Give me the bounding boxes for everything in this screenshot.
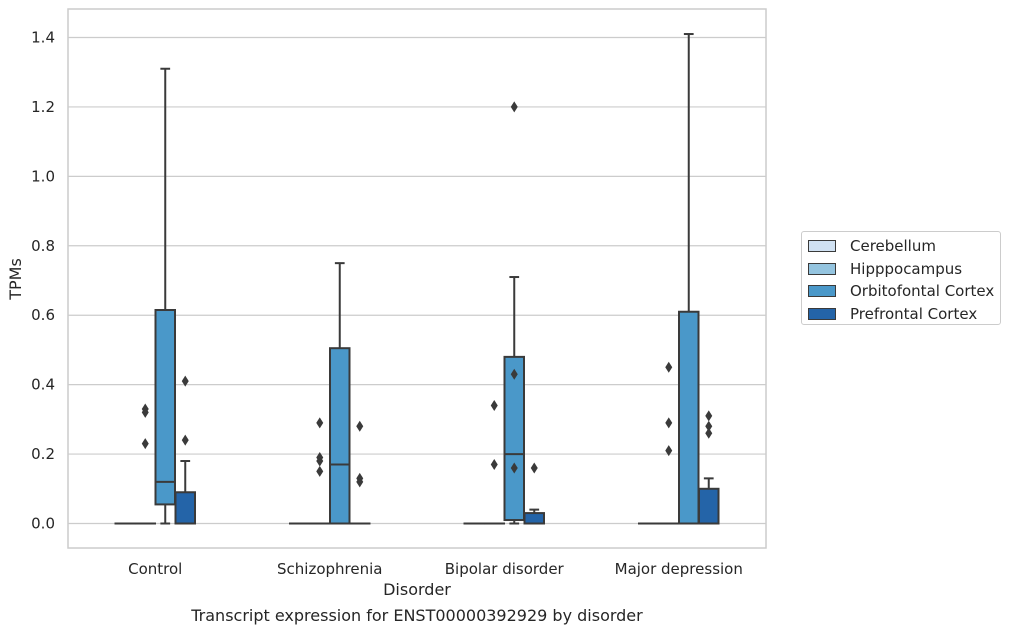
- x-axis-label: Disorder: [383, 580, 451, 599]
- y-tick-label: 0.2: [31, 445, 55, 463]
- x-tick-label: Major depression: [615, 560, 743, 578]
- outlier-point: [665, 445, 673, 457]
- outlier-point: [356, 420, 364, 432]
- y-tick-label: 0.6: [31, 306, 55, 324]
- y-tick-label: 1.0: [31, 167, 55, 185]
- outlier-point: [490, 399, 498, 411]
- plot-frame: [67, 8, 767, 549]
- legend-swatch: [808, 240, 836, 253]
- y-tick-label: 0.8: [31, 237, 55, 255]
- box-3-2: [523, 512, 545, 525]
- legend-item: Orbitofontal Cortex: [808, 280, 1000, 303]
- y-tick-label: 0.0: [31, 515, 55, 533]
- y-tick-label: 0.4: [31, 376, 55, 394]
- outlier-point: [490, 458, 498, 470]
- box-2-2: [503, 355, 525, 522]
- y-axis-label: TPMs: [6, 258, 25, 301]
- outlier-point: [530, 462, 538, 474]
- legend-item: Prefrontal Cortex: [808, 303, 1000, 326]
- outlier-point: [181, 434, 189, 446]
- legend-label: Orbitofontal Cortex: [850, 282, 995, 301]
- y-tick-labels: 0.0 0.2 0.4 0.6 0.8 1.0 1.2 1.4: [31, 29, 55, 533]
- x-tick-labels: Control Schizophrenia Bipolar disorder Majo…: [128, 560, 743, 578]
- box-2-0: [154, 309, 176, 506]
- outlier-point: [510, 101, 518, 113]
- outlier-point: [665, 361, 673, 373]
- outlier-point: [705, 420, 713, 432]
- outlier-point: [181, 375, 189, 387]
- outlier-point: [665, 417, 673, 429]
- box-3-0: [174, 491, 196, 525]
- legend-item: Hipppocampus: [808, 258, 1000, 281]
- outlier-point: [141, 438, 149, 450]
- legend-swatch: [808, 307, 836, 320]
- outlier-point: [316, 417, 324, 429]
- x-tick-label: Bipolar disorder: [445, 560, 565, 578]
- outlier-point: [510, 368, 518, 380]
- legend: Cerebellum Hipppocampus Orbitofontal Corte…: [801, 231, 1001, 325]
- outlier-point: [705, 410, 713, 422]
- legend-swatch: [808, 285, 836, 298]
- plot-area: [114, 33, 720, 525]
- box-2-3: [678, 310, 700, 525]
- legend-label: Prefrontal Cortex: [850, 304, 978, 323]
- legend-item: Cerebellum: [808, 235, 1000, 258]
- box-3-3: [698, 487, 720, 525]
- outlier-point: [510, 462, 518, 474]
- box-2-1: [329, 347, 351, 525]
- legend-label: Hipppocampus: [850, 259, 963, 278]
- outlier-point: [141, 403, 149, 415]
- legend-swatch: [808, 262, 836, 275]
- legend-label: Cerebellum: [850, 237, 936, 256]
- x-tick-label: Schizophrenia: [277, 560, 382, 578]
- outlier-point: [356, 472, 364, 484]
- y-tick-label: 1.4: [31, 29, 55, 47]
- chart-caption: Transcript expression for ENST0000039292…: [191, 606, 643, 625]
- outlier-point: [316, 452, 324, 464]
- y-tick-label: 1.2: [31, 98, 55, 116]
- outlier-point: [705, 427, 713, 439]
- x-tick-label: Control: [128, 560, 182, 578]
- outlier-point: [316, 465, 324, 477]
